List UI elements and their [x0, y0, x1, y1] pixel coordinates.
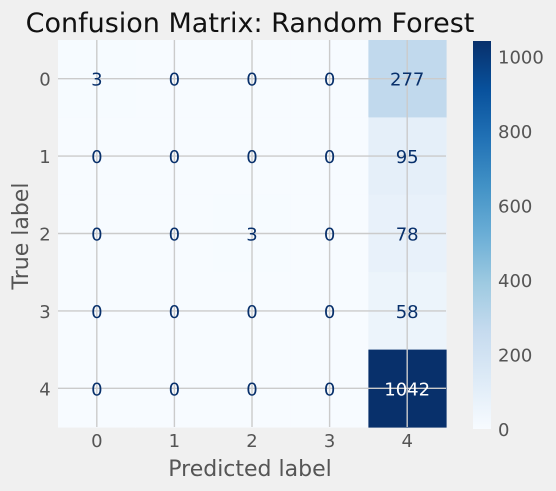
- cell-value-label: 0: [246, 302, 257, 323]
- y-tick-label: 4: [39, 379, 50, 400]
- x-tick-label: 0: [91, 431, 102, 452]
- cell-value-label: 277: [390, 70, 424, 91]
- cell-value-label: 0: [169, 302, 180, 323]
- cell-value-label: 0: [324, 147, 335, 168]
- grid-lines: [58, 40, 446, 427]
- cell-value-label: 0: [91, 302, 102, 323]
- y-tick-label: 0: [39, 70, 50, 91]
- cell-value-label: 0: [324, 379, 335, 400]
- cell-value-label: 0: [169, 379, 180, 400]
- cell-value-label: 0: [169, 225, 180, 246]
- cell-value-label: 0: [169, 70, 180, 91]
- cell-value-labels: 3 0 0 0 277 0 0 0 0 95 0 0 3 0 78 0 0 0 0 58 0 0 0 0 1042: [91, 70, 430, 401]
- colorbar-tick-label: 1000: [498, 48, 544, 69]
- cell-value-label: 1042: [384, 379, 430, 400]
- x-tick-labels: 0 1 2 3 4: [91, 431, 413, 452]
- y-axis-label: True label: [9, 183, 34, 291]
- cell-value-label: 0: [246, 70, 257, 91]
- colorbar-tick-label: 0: [498, 420, 509, 441]
- x-tick-label: 1: [169, 431, 180, 452]
- chart-title: Confusion Matrix: Random Forest: [26, 8, 475, 39]
- x-axis-label: Predicted label: [168, 457, 331, 482]
- x-tick-label: 4: [401, 431, 412, 452]
- cell-value-label: 0: [324, 70, 335, 91]
- colorbar: [473, 41, 491, 429]
- colorbar-tick-label: 800: [498, 122, 532, 143]
- x-tick-label: 2: [246, 431, 257, 452]
- cell-value-label: 0: [324, 225, 335, 246]
- cell-value-label: 0: [91, 379, 102, 400]
- colorbar-tick-labels: 0 200 400 600 800 1000: [498, 48, 544, 441]
- cell-value-label: 95: [396, 147, 419, 168]
- cell-value-label: 3: [91, 70, 102, 91]
- cell-value-label: 0: [91, 225, 102, 246]
- cell-value-label: 0: [246, 379, 257, 400]
- colorbar-tick-label: 400: [498, 271, 532, 292]
- cell-value-label: 3: [246, 225, 257, 246]
- cell-value-label: 0: [91, 147, 102, 168]
- colorbar-tick-label: 200: [498, 346, 532, 367]
- y-tick-labels: 0 1 2 3 4: [39, 70, 50, 401]
- cell-value-label: 0: [324, 302, 335, 323]
- cell-value-label: 78: [396, 225, 419, 246]
- cell-value-label: 0: [169, 147, 180, 168]
- x-tick-label: 3: [324, 431, 335, 452]
- cell-value-label: 0: [246, 147, 257, 168]
- colorbar-tick-label: 600: [498, 197, 532, 218]
- y-tick-label: 2: [39, 225, 50, 246]
- cell-value-label: 58: [396, 302, 419, 323]
- y-tick-label: 1: [39, 147, 50, 168]
- y-tick-label: 3: [39, 302, 50, 323]
